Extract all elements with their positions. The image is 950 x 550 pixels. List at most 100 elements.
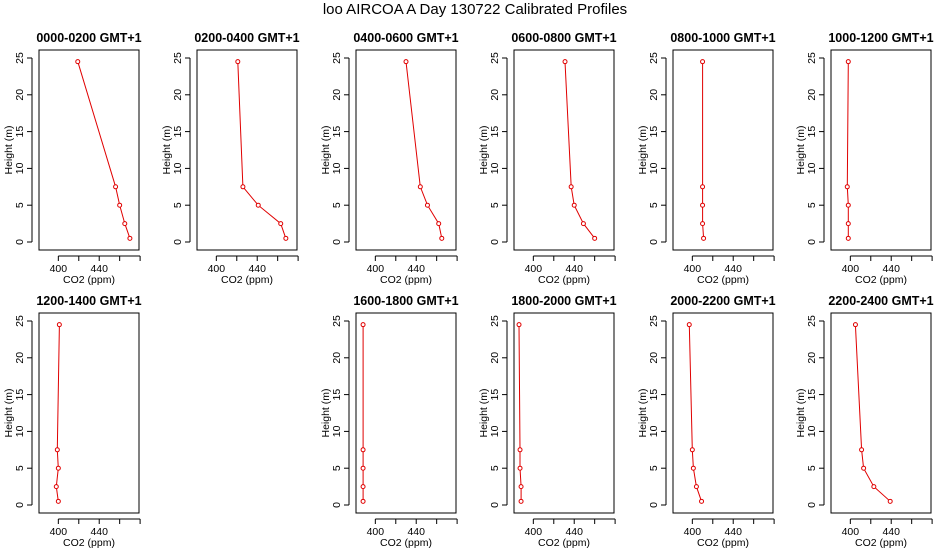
data-point <box>845 235 851 241</box>
panel-title: 0400-0600 GMT+1 <box>353 31 458 45</box>
data-point <box>283 235 289 241</box>
plot-frame <box>830 312 932 514</box>
data-point <box>699 498 705 504</box>
x-axis-label: CO2 (ppm) <box>538 537 590 549</box>
data-point <box>845 202 851 208</box>
data-point <box>235 59 241 65</box>
profile-panel: 0400-0600 GMT+1 0 5 10 15 20 25 Height (m) 400 44… <box>320 31 459 286</box>
data-point <box>571 202 577 208</box>
x-tick-label: 440 <box>90 526 108 538</box>
x-tick-label: 400 <box>367 526 385 538</box>
data-point <box>568 184 574 190</box>
profile-panel: 0800-1000 GMT+1 0 5 10 15 20 25 Height (m) 400 44… <box>637 31 776 286</box>
x-tick-label: 400 <box>50 526 68 538</box>
y-tick-label: 5 <box>14 202 26 208</box>
x-tick-label: 400 <box>684 526 702 538</box>
profile-line <box>237 61 287 239</box>
y-tick-label: 5 <box>14 465 26 471</box>
x-axis-label: CO2 (ppm) <box>855 537 907 549</box>
y-tick-label: 15 <box>489 389 501 401</box>
data-point <box>436 221 442 227</box>
data-point <box>240 184 246 190</box>
data-point <box>127 235 133 241</box>
x-tick-label: 440 <box>565 526 583 538</box>
y-tick-label: 20 <box>806 89 818 101</box>
y-tick-label: 25 <box>648 52 660 64</box>
profile-panel: 0000-0200 GMT+1 0 5 10 15 20 25 Height (m) 400 44… <box>3 31 142 286</box>
x-axis-label: CO2 (ppm) <box>63 274 115 286</box>
data-point <box>360 484 366 490</box>
y-tick-label: 25 <box>172 52 184 64</box>
x-axis-label: CO2 (ppm) <box>380 537 432 549</box>
y-tick-label: 25 <box>489 315 501 327</box>
profile-line <box>405 61 443 239</box>
y-axis-label: Height (m) <box>637 388 649 437</box>
data-point <box>700 202 706 208</box>
y-tick-label: 25 <box>806 315 818 327</box>
x-axis-label: CO2 (ppm) <box>697 537 749 549</box>
y-tick-label: 0 <box>648 502 660 508</box>
data-point <box>887 498 893 504</box>
y-tick-label: 25 <box>806 52 818 64</box>
x-tick-label: 400 <box>842 263 860 275</box>
x-axis-label: CO2 (ppm) <box>855 274 907 286</box>
y-axis-label: Height (m) <box>478 388 490 437</box>
x-tick-label: 400 <box>208 263 226 275</box>
y-axis-label: Height (m) <box>161 125 173 174</box>
x-tick-label: 400 <box>525 263 543 275</box>
panel-title: 1200-1400 GMT+1 <box>36 294 141 308</box>
y-tick-label: 5 <box>489 465 501 471</box>
y-tick-label: 5 <box>806 465 818 471</box>
x-tick-label: 400 <box>684 263 702 275</box>
data-point <box>690 465 696 471</box>
y-tick-label: 5 <box>806 202 818 208</box>
data-point <box>117 202 123 208</box>
data-point <box>55 465 61 471</box>
y-tick-label: 15 <box>648 389 660 401</box>
y-tick-label: 25 <box>331 52 343 64</box>
data-point <box>122 221 128 227</box>
data-point <box>845 221 851 227</box>
data-point <box>360 498 366 504</box>
plot-frame <box>830 49 932 251</box>
profile-line <box>77 61 131 239</box>
y-axis-label: Height (m) <box>320 125 332 174</box>
profile-panel: 2200-2400 GMT+1 0 5 10 15 20 25 Height (m) 400 44… <box>795 294 934 549</box>
y-tick-label: 20 <box>14 352 26 364</box>
y-axis-label: Height (m) <box>3 388 15 437</box>
panel-title: 1800-2000 GMT+1 <box>511 294 616 308</box>
y-tick-label: 20 <box>806 352 818 364</box>
panel-title: 0800-1000 GMT+1 <box>670 31 775 45</box>
data-point <box>700 221 706 227</box>
data-point <box>562 59 568 65</box>
data-point <box>113 184 119 190</box>
y-tick-label: 10 <box>331 425 343 437</box>
panel-title: 1600-1800 GMT+1 <box>353 294 458 308</box>
y-tick-label: 25 <box>489 52 501 64</box>
x-axis-label: CO2 (ppm) <box>697 274 749 286</box>
data-point <box>852 322 858 328</box>
y-axis-label: Height (m) <box>795 388 807 437</box>
profile-panel: 2000-2200 GMT+1 0 5 10 15 20 25 Height (m) 400 44… <box>637 294 776 549</box>
data-point <box>439 235 445 241</box>
data-point <box>700 184 706 190</box>
data-point <box>54 447 60 453</box>
profile-panel: 1800-2000 GMT+1 0 5 10 15 20 25 Height (m) 400 44… <box>478 294 617 549</box>
y-tick-label: 10 <box>14 425 26 437</box>
y-axis-label: Height (m) <box>3 125 15 174</box>
plot-frame <box>672 312 774 514</box>
y-axis-label: Height (m) <box>637 125 649 174</box>
y-tick-label: 10 <box>489 162 501 174</box>
profile-line <box>854 324 891 502</box>
y-tick-label: 5 <box>331 202 343 208</box>
x-axis-label: CO2 (ppm) <box>538 274 590 286</box>
y-tick-label: 20 <box>648 89 660 101</box>
y-tick-label: 0 <box>806 239 818 245</box>
y-tick-label: 10 <box>806 162 818 174</box>
y-tick-label: 15 <box>806 126 818 138</box>
x-tick-label: 440 <box>882 263 900 275</box>
y-tick-label: 10 <box>806 425 818 437</box>
x-tick-label: 400 <box>842 526 860 538</box>
x-tick-label: 440 <box>724 526 742 538</box>
